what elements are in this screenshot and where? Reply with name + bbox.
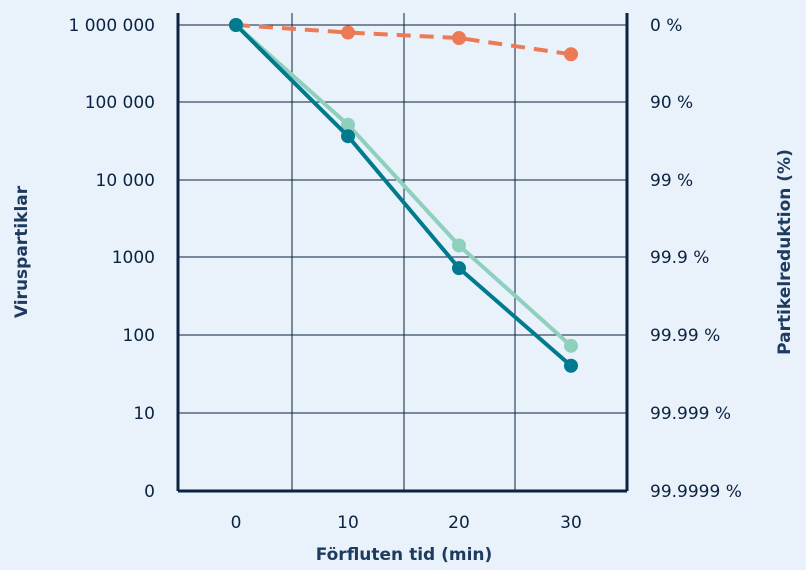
data-point <box>452 261 466 276</box>
y2-tick-label: 0 % <box>650 16 682 36</box>
data-point <box>229 18 243 32</box>
y2-tick-label: 99.9 % <box>650 248 709 268</box>
series-line-2 <box>234 23 573 348</box>
y2-tick-label: 99 % <box>650 171 693 191</box>
y-tick-label: 1 000 000 <box>68 16 155 36</box>
y-tick-label: 100 <box>123 326 155 346</box>
y-tick-label: 10 <box>133 404 155 424</box>
y-tick-label: 10 000 <box>96 171 155 191</box>
y-tick-label: 100 000 <box>85 93 155 113</box>
x-tick-label: 20 <box>448 513 470 533</box>
data-point <box>564 338 578 353</box>
data-point <box>452 31 466 46</box>
data-point <box>452 238 466 253</box>
series-layer <box>229 18 578 373</box>
y2-axis-title: Partikelreduktion (%) <box>775 149 795 355</box>
series-line-1 <box>235 23 572 57</box>
data-point <box>564 358 578 373</box>
y-axis-title: Viruspartiklar <box>12 185 32 318</box>
y-tick-label: 0 <box>144 482 155 502</box>
x-tick-label: 10 <box>337 513 359 533</box>
series-line-3 <box>234 23 573 368</box>
x-axis-title: Förfluten tid (min) <box>316 545 493 565</box>
y2-tick-label: 99.9999 % <box>650 482 742 502</box>
data-point <box>564 47 578 62</box>
data-point <box>341 117 355 132</box>
x-tick-label: 0 <box>231 513 242 533</box>
data-point <box>341 25 355 40</box>
x-tick-label: 30 <box>560 513 582 533</box>
y2-tick-label: 90 % <box>650 93 693 113</box>
y-tick-label: 1000 <box>112 248 155 268</box>
grid <box>178 13 627 491</box>
data-point <box>341 129 355 144</box>
y2-tick-label: 99.99 % <box>650 326 720 346</box>
y2-tick-label: 99.999 % <box>650 404 731 424</box>
